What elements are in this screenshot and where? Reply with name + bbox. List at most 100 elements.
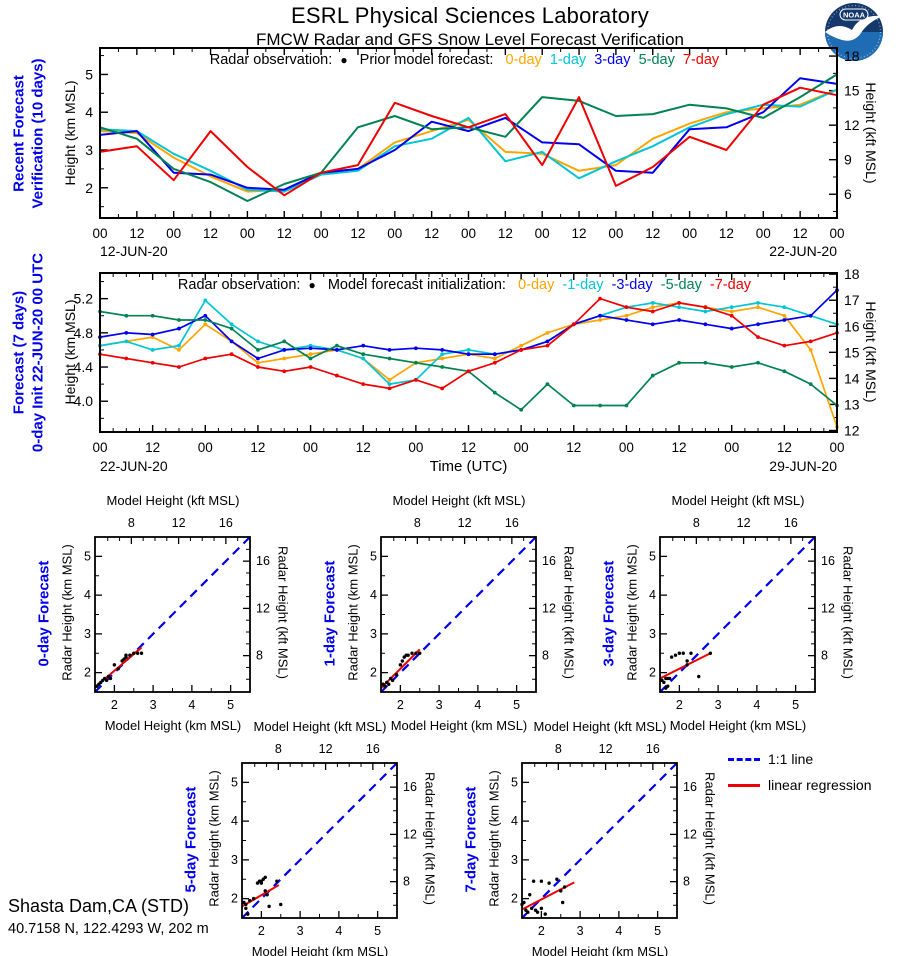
sc3-xlabel-bottom: Model Height (km MSL) — [669, 718, 807, 733]
svg-text:13: 13 — [844, 396, 860, 412]
svg-text:2: 2 — [397, 698, 404, 712]
svg-text:4.8: 4.8 — [74, 325, 94, 341]
sc1-xlabel-top: Model Height (kft MSL) — [392, 493, 526, 508]
svg-text:00: 00 — [829, 440, 844, 455]
svg-text:8: 8 — [128, 516, 135, 530]
svg-text:4: 4 — [649, 588, 656, 602]
svg-text:4.4: 4.4 — [74, 359, 94, 375]
svg-text:Radar observation: ● Prior: Radar observation: ● Prior model forecas… — [210, 52, 728, 68]
svg-text:8: 8 — [555, 742, 562, 756]
svg-text:8: 8 — [542, 649, 549, 663]
svg-text:4: 4 — [85, 104, 93, 120]
svg-text:8: 8 — [693, 516, 700, 530]
svg-text:29-JUN-20: 29-JUN-20 — [769, 458, 837, 474]
one-to-one-label: 1:1 line — [768, 751, 814, 767]
svg-text:8: 8 — [256, 649, 263, 663]
station-coordinates: 40.7158 N, 122.4293 W, 202 m — [8, 921, 209, 937]
svg-text:12: 12 — [424, 226, 439, 241]
svg-text:22-JUN-20: 22-JUN-20 — [769, 243, 837, 259]
svg-text:00: 00 — [619, 440, 634, 455]
legend-one-to-one-row: 1:1 line — [728, 746, 872, 772]
svg-text:3: 3 — [370, 627, 377, 641]
svg-text:16: 16 — [505, 516, 519, 530]
svg-text:12: 12 — [129, 226, 144, 241]
svg-text:14: 14 — [844, 370, 860, 386]
svg-text:00: 00 — [608, 226, 623, 241]
svg-text:16: 16 — [542, 554, 556, 568]
svg-text:3: 3 — [511, 853, 518, 867]
svg-text:5: 5 — [231, 775, 238, 789]
svg-text:Radar observation: ● Model: Radar observation: ● Model forecast init… — [178, 277, 759, 293]
scatter-7day-chart: 2 2 3 3 4 4 5 5 8 8 12 12 16 16 — [511, 742, 697, 938]
svg-text:5: 5 — [511, 775, 518, 789]
svg-text:8: 8 — [275, 742, 282, 756]
sc0-panel-label: 0-day Forecast — [35, 560, 53, 667]
scatter-1day-chart: 2 2 3 3 4 4 5 5 8 8 12 12 16 16 — [370, 516, 556, 712]
svg-text:2: 2 — [231, 892, 238, 906]
recent-forecast-chart: 00 12 00 12 00 12 00 12 00 12 00 12 00 12 00 12 00 12 00 12… — [85, 47, 860, 259]
svg-text:12: 12 — [645, 226, 660, 241]
scatter-3day-chart: 2 2 3 3 4 4 5 5 8 8 12 12 16 16 — [649, 516, 835, 712]
svg-text:16: 16 — [844, 318, 860, 334]
svg-text:12: 12 — [566, 440, 581, 455]
svg-text:3: 3 — [436, 698, 443, 712]
svg-text:12: 12 — [793, 226, 808, 241]
svg-text:5: 5 — [227, 698, 234, 712]
svg-text:3: 3 — [297, 924, 304, 938]
svg-text:3: 3 — [715, 698, 722, 712]
sc5-xlabel-top: Model Height (kft MSL) — [253, 719, 387, 734]
page-subtitle: FMCW Radar and GFS Snow Level Forecast V… — [256, 30, 684, 49]
svg-text:00: 00 — [240, 226, 255, 241]
svg-text:16: 16 — [256, 554, 270, 568]
one-to-one-line-sample — [728, 757, 760, 761]
svg-text:2: 2 — [511, 892, 518, 906]
svg-text:4.0: 4.0 — [74, 393, 94, 409]
svg-text:12: 12 — [844, 422, 860, 438]
svg-text:16: 16 — [821, 554, 835, 568]
scatter-5day-chart: 2 2 3 3 4 4 5 5 8 8 12 12 16 16 — [231, 742, 417, 938]
svg-text:16: 16 — [403, 780, 417, 794]
station-name: Shasta Dam,CA (STD) — [8, 896, 190, 916]
svg-text:12: 12 — [350, 226, 365, 241]
svg-text:00: 00 — [682, 226, 697, 241]
svg-text:00: 00 — [92, 440, 107, 455]
svg-text:17: 17 — [844, 292, 860, 308]
svg-text:16: 16 — [219, 516, 233, 530]
svg-text:00: 00 — [303, 440, 318, 455]
sc0-xlabel-top: Model Height (kft MSL) — [106, 493, 240, 508]
panel-label-forecast-line1: Forecast (7 days) — [10, 290, 28, 415]
svg-text:12: 12 — [356, 440, 371, 455]
svg-text:00: 00 — [408, 440, 423, 455]
sc0-ylabel-left: Radar Height (km MSL) — [59, 544, 75, 681]
svg-text:4: 4 — [511, 814, 518, 828]
svg-text:00: 00 — [314, 226, 329, 241]
svg-text:12: 12 — [821, 601, 835, 615]
svg-text:NOAA: NOAA — [843, 11, 866, 20]
sc5-ylabel-left: Radar Height (km MSL) — [206, 770, 222, 907]
svg-text:9: 9 — [844, 152, 852, 168]
svg-text:8: 8 — [821, 649, 828, 663]
svg-text:00: 00 — [514, 440, 529, 455]
svg-text:4: 4 — [335, 924, 342, 938]
svg-text:3: 3 — [649, 627, 656, 641]
svg-text:2: 2 — [84, 666, 91, 680]
svg-text:12: 12 — [319, 742, 333, 756]
svg-text:12: 12 — [403, 827, 417, 841]
svg-text:16: 16 — [646, 742, 660, 756]
svg-text:2: 2 — [85, 180, 93, 196]
scatter-panel-7day: Model Height (kft MSL) 2 2 3 3 4 4 5 5 8 8 12 12 16 1… — [460, 719, 750, 956]
svg-text:16: 16 — [683, 780, 697, 794]
sc3-ylabel-right: Radar Height (kft MSL) — [840, 546, 856, 679]
svg-text:12: 12 — [542, 601, 556, 615]
svg-text:12: 12 — [572, 226, 587, 241]
svg-text:12: 12 — [844, 117, 860, 133]
svg-text:8: 8 — [414, 516, 421, 530]
svg-text:12: 12 — [777, 440, 792, 455]
svg-text:3: 3 — [231, 853, 238, 867]
legend-regression-row: linear regression — [728, 772, 872, 798]
svg-text:22-JUN-20: 22-JUN-20 — [100, 458, 168, 474]
svg-text:5: 5 — [85, 66, 93, 82]
svg-text:00: 00 — [535, 226, 550, 241]
regression-line-sample — [728, 783, 760, 787]
